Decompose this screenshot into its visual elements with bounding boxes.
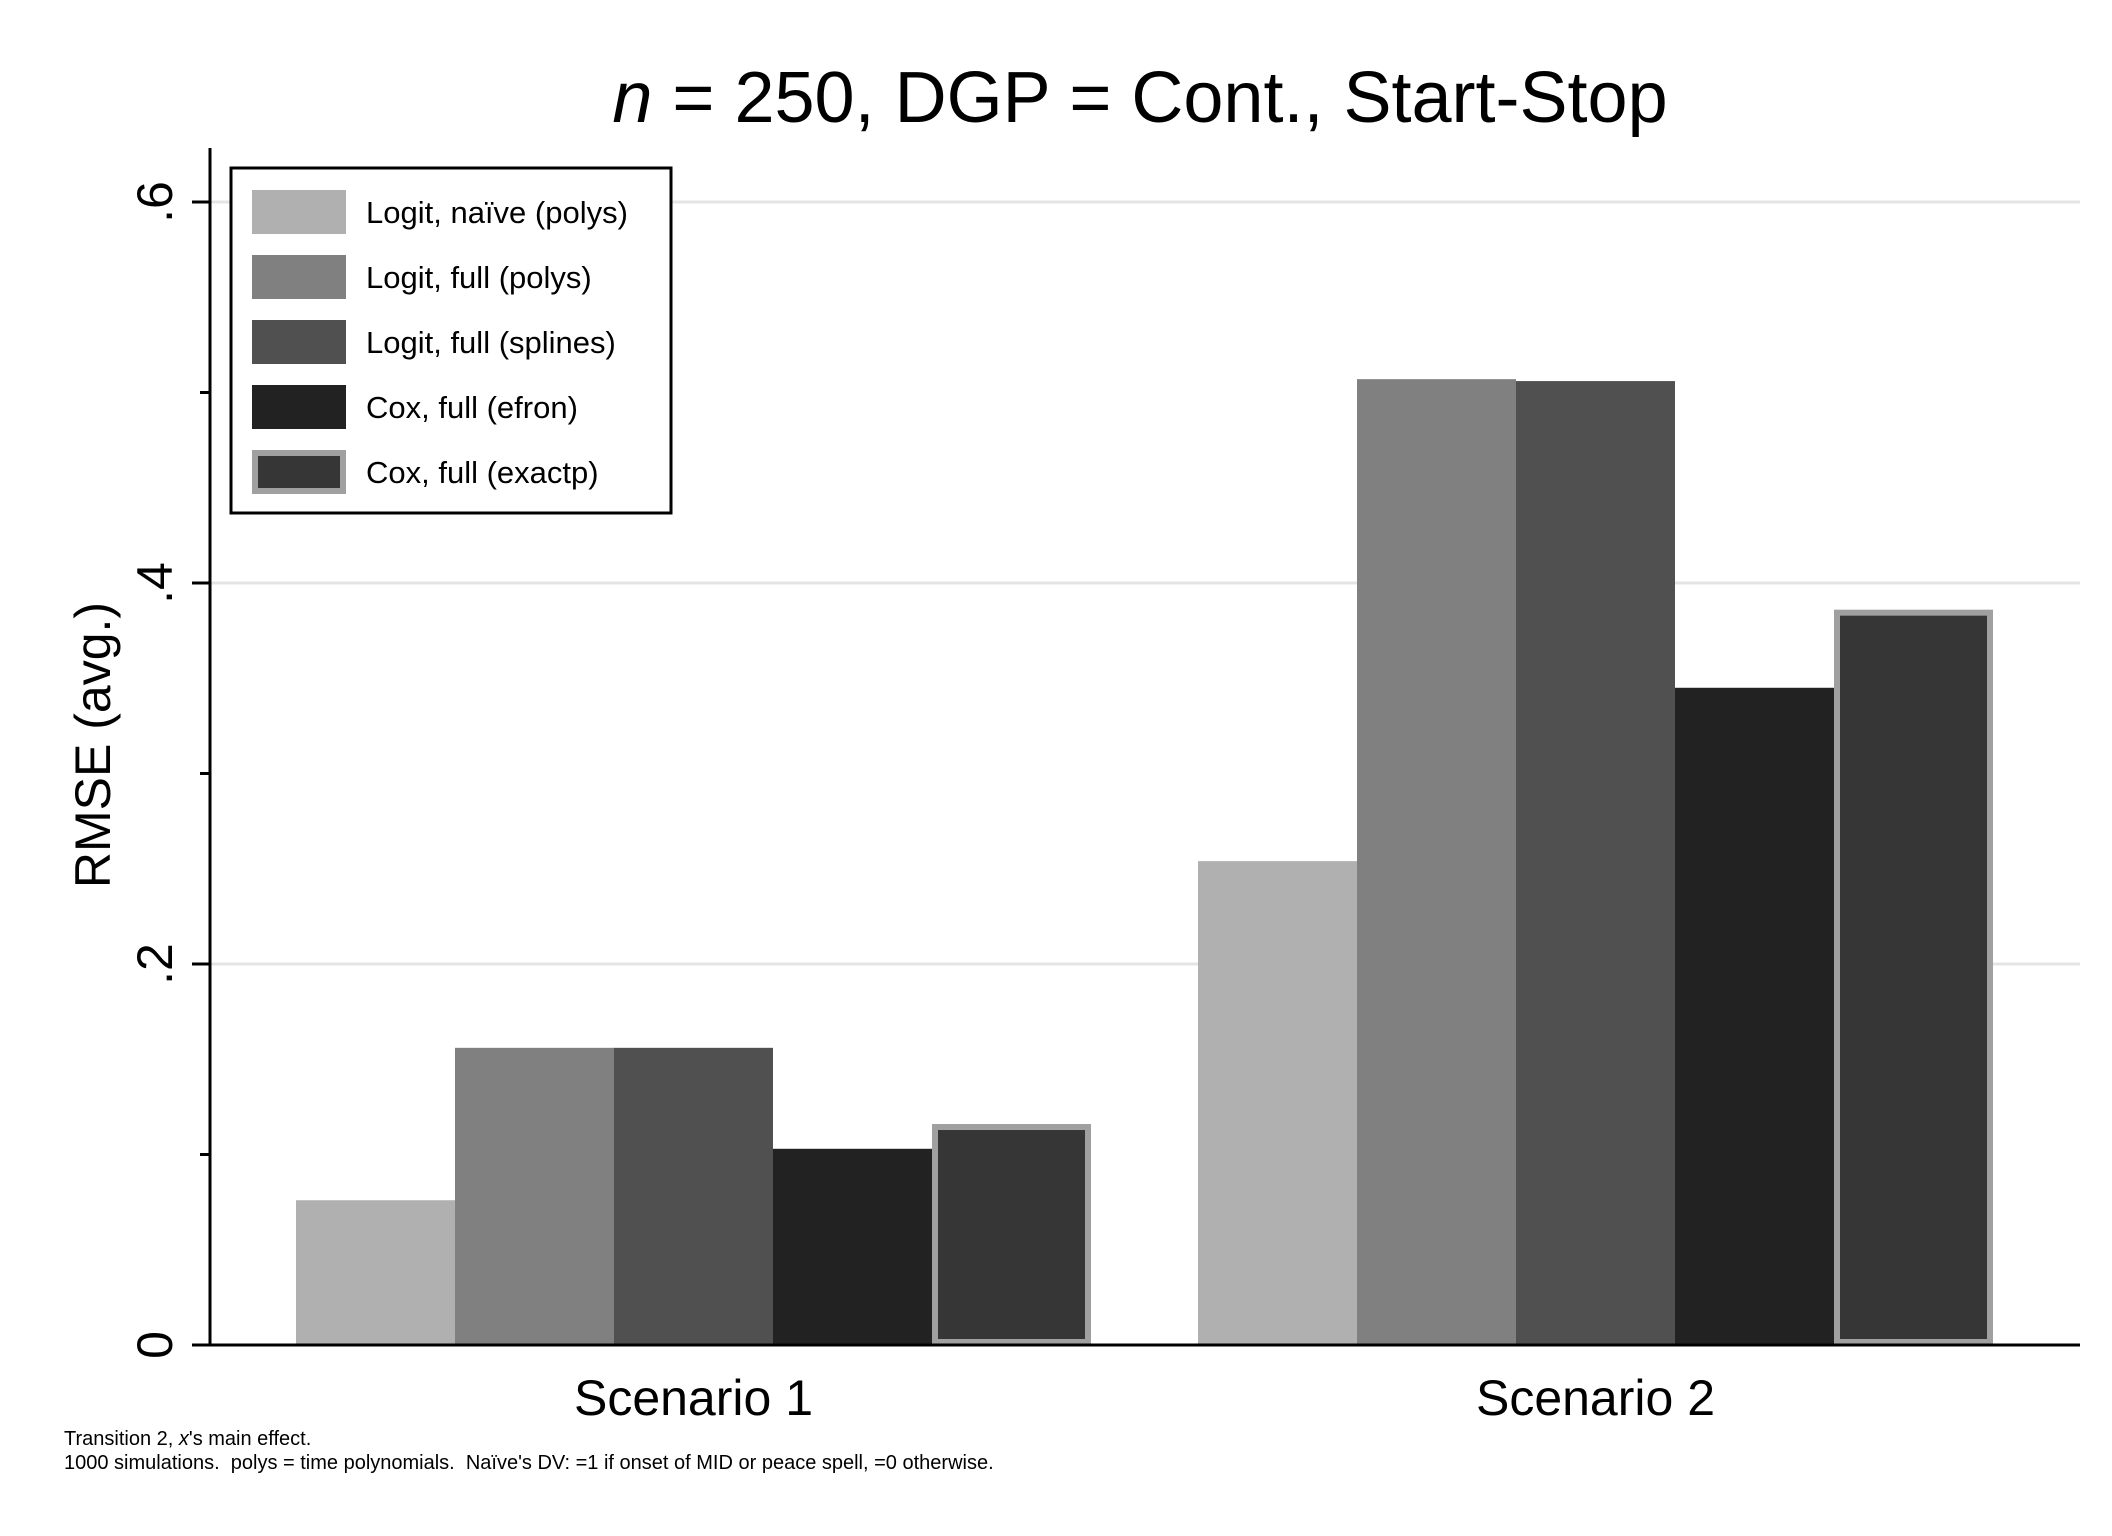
bar-1-0	[455, 1047, 614, 1345]
footnote-line-2: 1000 simulations. polys = time polynomia…	[64, 1452, 994, 1474]
bar-4-1	[1834, 609, 1993, 1345]
footnote-part-a: Transition 2,	[64, 1428, 179, 1450]
y-tick-label: .6	[127, 181, 183, 223]
legend-label: Cox, full (efron)	[366, 390, 578, 425]
legend-label: Logit, full (polys)	[366, 260, 592, 295]
legend-swatch	[252, 255, 346, 299]
chart-title-italic: n	[612, 58, 652, 138]
footnote-part-c: 's main effect.	[188, 1428, 312, 1450]
legend: Logit, naïve (polys) Logit, full (polys) L…	[229, 166, 673, 515]
bar-2-0	[614, 1047, 773, 1345]
y-tick-label: .4	[127, 562, 183, 604]
chart-title: n = 250, DGP = Cont., Start-Stop	[612, 58, 1667, 138]
legend-label: Logit, full (splines)	[366, 325, 616, 360]
chart-title-rest: = 250, DGP = Cont., Start-Stop	[652, 58, 1667, 138]
legend-label: Logit, naïve (polys)	[366, 195, 628, 230]
y-tick-label: .2	[127, 943, 183, 985]
axes: 0 .2 .4 .6 Scenario 1 Scenario 2	[127, 148, 2080, 1426]
legend-swatch	[252, 320, 346, 364]
y-tick-label: 0	[127, 1331, 183, 1359]
legend-swatch	[252, 450, 346, 494]
legend-swatch	[252, 385, 346, 429]
footnote-line-1: Transition 2, x's main effect.	[64, 1428, 311, 1451]
bar-3-0	[773, 1148, 932, 1345]
bar-3-1	[1675, 687, 1834, 1345]
x-category-label: Scenario 1	[574, 1370, 813, 1426]
bar-2-1	[1516, 381, 1675, 1345]
legend-swatch	[252, 190, 346, 234]
x-category-label: Scenario 2	[1476, 1370, 1715, 1426]
bar-0-1	[1198, 861, 1357, 1345]
footnote-part-italic-x: x	[178, 1428, 189, 1450]
legend-label: Cox, full (exactp)	[366, 455, 599, 490]
bar-4-0	[932, 1124, 1091, 1346]
y-axis-label: RMSE (avg.)	[65, 602, 121, 888]
bars	[296, 379, 1993, 1346]
bar-1-1	[1357, 379, 1516, 1345]
bar-0-0	[296, 1200, 455, 1345]
